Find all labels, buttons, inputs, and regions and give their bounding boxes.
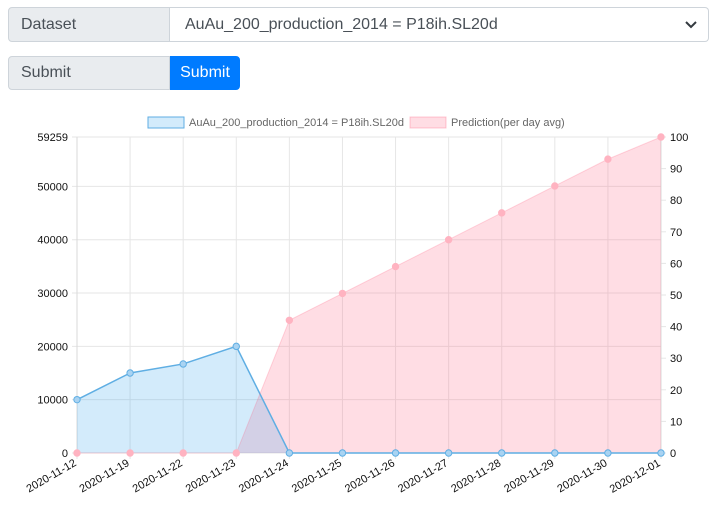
- prediction-point: [657, 133, 665, 141]
- prediction-point: [551, 182, 559, 190]
- y-left-tick-label: 59259: [37, 132, 68, 144]
- x-tick-label: 2020-11-26: [343, 457, 397, 495]
- y-left-tick-label: 20000: [37, 341, 68, 353]
- dataset-point: [285, 449, 294, 457]
- legend-label-dataset: AuAu_200_production_2014 = P18ih.SL20d: [189, 117, 404, 129]
- x-tick-label: 2020-11-29: [502, 457, 556, 495]
- dataset-point: [657, 449, 665, 457]
- prediction-point: [73, 449, 81, 457]
- x-tick-label: 2020-11-28: [449, 457, 503, 495]
- prediction-point: [604, 155, 612, 163]
- y-right-tick-label: 40: [670, 322, 682, 334]
- y-left-tick-label: 40000: [37, 235, 68, 247]
- series-dataset-line: [76, 345, 661, 454]
- x-tick-label: 2020-11-19: [78, 457, 132, 495]
- y-right-tick-label: 30: [670, 353, 682, 365]
- series-prediction-line: [77, 136, 662, 454]
- prediction-point: [391, 262, 400, 271]
- dataset-select-value: AuAu_200_production_2014 = P18ih.SL20d: [185, 15, 498, 33]
- dataset-point: [126, 369, 134, 377]
- x-tick-label: 2020-11-25: [290, 457, 344, 495]
- legend-swatch-dataset: [147, 116, 185, 129]
- dataset-label: Dataset: [8, 7, 170, 42]
- x-tick-label: 2020-11-24: [237, 457, 291, 495]
- dataset-select[interactable]: AuAu_200_production_2014 = P18ih.SL20d: [170, 7, 709, 42]
- dataset-row: Dataset AuAu_200_production_2014 = P18ih…: [8, 7, 709, 42]
- submit-label: Submit: [8, 56, 170, 90]
- x-tick-label: 2020-11-23: [184, 457, 238, 495]
- series-prediction-area: [77, 137, 661, 453]
- prediction-point: [126, 449, 134, 457]
- prediction-point: [285, 316, 294, 324]
- x-tick-label: 2020-11-22: [131, 457, 185, 495]
- dataset-point: [391, 449, 400, 457]
- dataset-point: [444, 449, 453, 457]
- y-right-tick-label: 60: [670, 258, 682, 270]
- submit-button[interactable]: Submit: [170, 56, 240, 90]
- chart: 0 10000 20000 30000 40000 50000 59259 0 10 20 30 40…: [24, 116, 688, 496]
- submit-row: Submit Submit: [8, 56, 240, 90]
- x-tick-label: 2020-12-01: [608, 457, 663, 496]
- series-dataset-area: [77, 346, 661, 453]
- chevron-down-icon: [685, 21, 697, 29]
- y-right-tick-label: 0: [670, 448, 676, 460]
- y-right-tick-label: 80: [670, 195, 682, 207]
- prediction-point: [338, 289, 347, 298]
- dataset-point: [551, 449, 559, 457]
- y-left-tick-label: 50000: [37, 181, 68, 193]
- x-tick-label: 2020-11-27: [396, 457, 450, 495]
- prediction-point: [179, 449, 187, 457]
- y-right-tick-label: 70: [670, 227, 682, 239]
- prediction-point: [498, 209, 506, 217]
- legend-label-prediction: Prediction(per day avg): [451, 117, 565, 129]
- y-right-tick-label: 90: [670, 164, 682, 176]
- prediction-point: [444, 236, 453, 244]
- y-right-tick-label: 100: [670, 132, 688, 144]
- y-right-tick-label: 20: [670, 385, 682, 397]
- x-tick-label: 2020-11-30: [555, 457, 609, 495]
- y-left-tick-label: 30000: [37, 288, 68, 300]
- dataset-point: [498, 449, 506, 457]
- dataset-point: [604, 449, 612, 457]
- dataset-point: [232, 342, 240, 351]
- dataset-point: [179, 360, 187, 368]
- y-left-tick-label: 10000: [37, 395, 68, 407]
- prediction-point: [232, 449, 240, 457]
- x-tick-label: 2020-11-12: [24, 457, 78, 495]
- y-right-tick-label: 10: [670, 416, 682, 428]
- legend-swatch-prediction: [409, 116, 447, 129]
- dataset-point: [338, 449, 347, 457]
- y-left-tick-label: 0: [62, 448, 68, 460]
- y-right-tick-label: 50: [670, 290, 682, 302]
- dataset-point: [73, 395, 81, 404]
